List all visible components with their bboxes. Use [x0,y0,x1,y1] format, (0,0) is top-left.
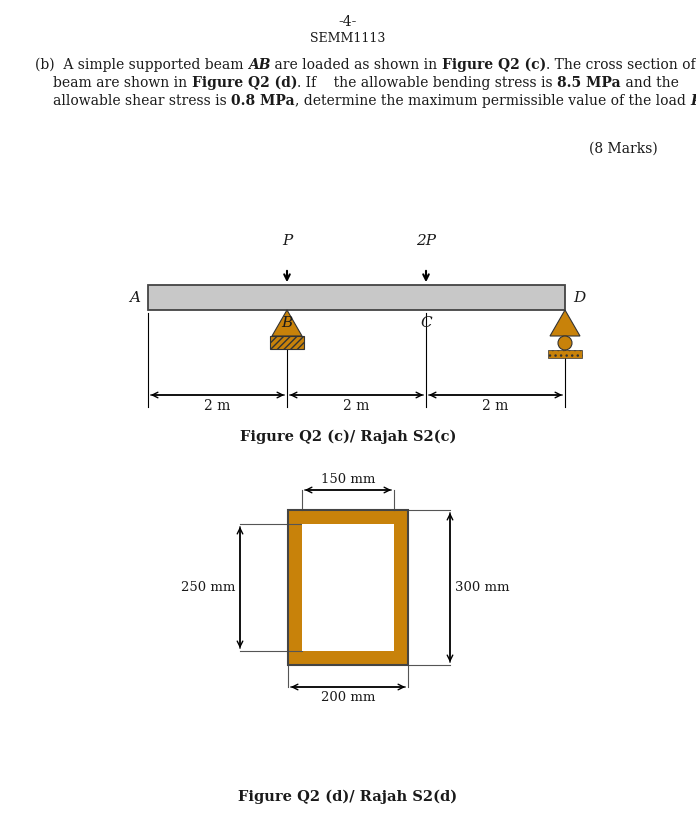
Text: 300 mm: 300 mm [455,581,509,594]
Text: (b)  A simple supported beam: (b) A simple supported beam [35,58,248,73]
Text: 2 m: 2 m [482,399,509,413]
Text: SEMM1113: SEMM1113 [310,32,386,45]
Polygon shape [550,310,580,336]
Text: . The cross section of the: . The cross section of the [546,58,696,72]
Text: allowable shear stress is: allowable shear stress is [53,94,231,108]
Text: P: P [282,234,292,248]
Text: 8.5 MPa: 8.5 MPa [557,76,621,90]
Text: Figure Q2 (d): Figure Q2 (d) [191,76,297,90]
Text: 2 m: 2 m [205,399,230,413]
Text: 2P: 2P [416,234,436,248]
Text: AB: AB [248,58,270,72]
Bar [302,524,394,651]
Text: , determine the maximum permissible value of the load: , determine the maximum permissible valu… [294,94,690,108]
Bar [288,510,408,665]
Text: 150 mm: 150 mm [321,473,375,486]
Text: beam are shown in: beam are shown in [53,76,191,90]
Bar [288,510,408,665]
Text: (8 Marks): (8 Marks) [590,142,658,156]
Bar [148,285,565,310]
Text: and the: and the [621,76,679,90]
Text: P: P [690,94,696,108]
Circle shape [558,336,572,350]
Text: 0.8 MPa: 0.8 MPa [231,94,294,108]
Text: -4-: -4- [339,15,357,29]
Text: are loaded as shown in: are loaded as shown in [270,58,442,72]
Text: 2 m: 2 m [343,399,370,413]
Bar [270,336,304,349]
Text: C: C [420,316,432,330]
Text: Figure Q2 (c): Figure Q2 (c) [442,58,546,73]
Text: A: A [129,291,140,305]
Text: Figure Q2 (c)/ Rajah S2(c): Figure Q2 (c)/ Rajah S2(c) [240,430,456,444]
Text: 250 mm: 250 mm [181,581,235,594]
Text: B: B [281,316,292,330]
Bar [548,350,582,358]
Text: 200 mm: 200 mm [321,691,375,704]
Polygon shape [272,310,302,336]
Text: D: D [573,291,585,305]
Text: . If    the allowable bending stress is: . If the allowable bending stress is [297,76,557,90]
Text: Figure Q2 (d)/ Rajah S2(d): Figure Q2 (d)/ Rajah S2(d) [239,790,457,805]
